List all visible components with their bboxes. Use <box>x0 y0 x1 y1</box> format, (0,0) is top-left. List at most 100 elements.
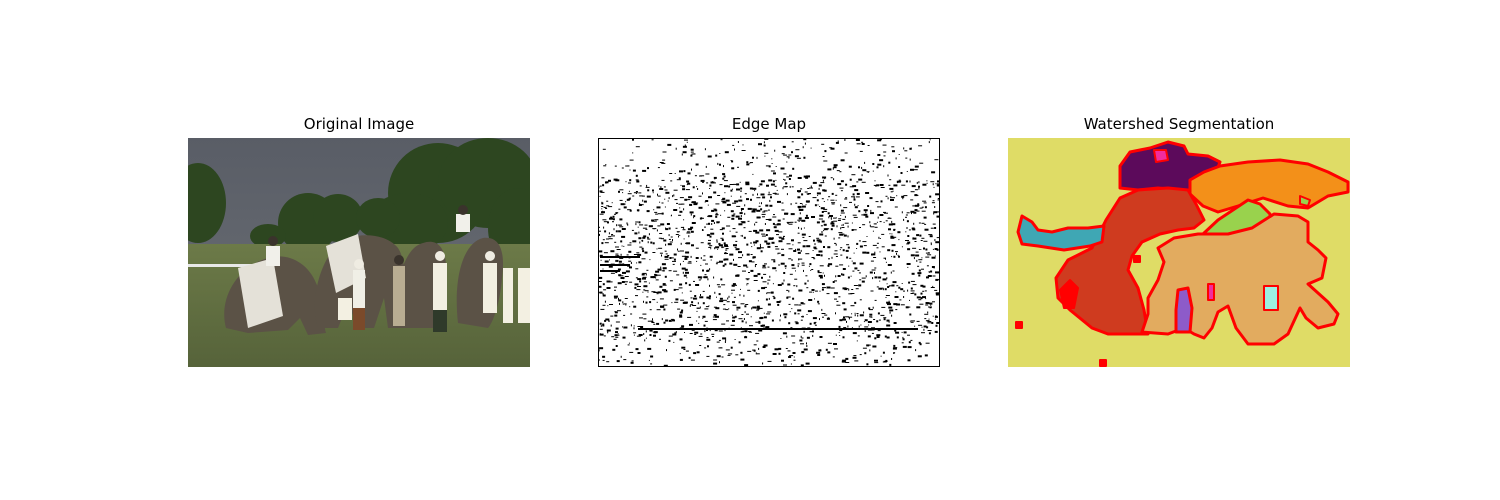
edge-pixel <box>851 196 855 198</box>
edge-pixel <box>832 167 834 170</box>
edge-pixel <box>927 330 932 331</box>
edge-pixel <box>872 230 874 232</box>
edge-pixel <box>618 190 620 193</box>
edge-pixel <box>680 250 684 252</box>
edge-pixel <box>774 224 779 226</box>
edge-pixel <box>663 308 666 311</box>
edge-pixel <box>825 228 830 230</box>
edge-pixel <box>764 240 768 243</box>
edge-pixel <box>663 304 668 306</box>
edge-pixel <box>835 334 837 336</box>
edge-pixel <box>625 304 627 306</box>
edge-pixel <box>669 257 672 259</box>
edge-pixel <box>830 222 835 225</box>
edge-pixel <box>666 349 667 352</box>
edge-pixel <box>721 227 725 230</box>
edge-pixel <box>893 303 898 306</box>
edge-pixel <box>651 219 655 222</box>
edge-pixel <box>732 235 737 237</box>
edge-pixel <box>819 349 821 352</box>
edge-pixel <box>910 339 913 341</box>
edge-pixel <box>635 268 639 270</box>
edge-pixel <box>677 248 678 251</box>
edge-pixel <box>702 276 707 278</box>
edge-pixel <box>933 186 935 188</box>
edge-pixel <box>721 199 725 201</box>
edge-pixel <box>897 254 899 256</box>
edge-pixel <box>713 191 717 194</box>
edge-pixel <box>663 321 666 324</box>
edge-pixel <box>752 208 757 211</box>
edge-pixel <box>919 261 922 263</box>
edge-pixel <box>662 237 664 239</box>
edge-pixel <box>853 196 855 199</box>
edge-pixel <box>912 284 917 286</box>
edge-pixel <box>905 214 908 216</box>
edge-pixel <box>662 267 667 270</box>
edge-pixel <box>621 167 624 169</box>
edge-pixel <box>599 226 600 228</box>
edge-pixel <box>752 193 754 196</box>
edge-pixel <box>645 301 648 304</box>
edge-pixel <box>716 221 720 224</box>
edge-pixel <box>911 320 915 322</box>
edge-pixel <box>690 151 694 153</box>
edge-pixel <box>833 220 838 222</box>
edge-pixel <box>606 361 610 363</box>
edge-pixel <box>930 287 935 288</box>
edge-pixel <box>807 327 811 329</box>
edge-pixel <box>821 283 825 286</box>
edge-pixel <box>744 311 746 314</box>
edge-pixel <box>656 248 658 250</box>
edge-pixel <box>688 356 691 359</box>
edge-pixel <box>678 235 679 238</box>
edge-pixel <box>877 330 881 332</box>
edge-pixel <box>721 284 726 286</box>
edge-pixel <box>752 256 756 259</box>
edge-pixel <box>827 342 832 344</box>
edge-pixel <box>890 196 892 198</box>
edge-pixel <box>788 154 792 156</box>
edge-pixel <box>624 283 627 285</box>
edge-pixel <box>732 319 735 322</box>
edge-pixel <box>867 145 870 146</box>
edge-pixel <box>839 264 844 266</box>
edge-pixel <box>656 206 661 209</box>
edge-pixel <box>840 227 842 230</box>
edge-pixel <box>819 290 821 292</box>
edge-pixel <box>827 246 831 249</box>
edge-pixel <box>846 244 850 246</box>
edge-pixel <box>730 195 732 197</box>
edge-pixel <box>671 302 673 304</box>
edge-pixel <box>718 339 721 341</box>
edge-pixel <box>705 263 708 265</box>
edge-pixel <box>661 254 662 257</box>
edge-pixel <box>909 313 912 316</box>
edge-pixel <box>926 182 928 184</box>
edge-pixel <box>716 284 720 286</box>
edge-pixel <box>665 228 669 231</box>
edge-pixel <box>879 238 881 239</box>
edge-pixel <box>615 253 619 255</box>
edge-pixel <box>637 253 642 256</box>
edge-pixel <box>912 237 914 240</box>
edge-pixel <box>782 187 784 190</box>
edge-pixel <box>902 197 904 200</box>
edge-pixel <box>753 280 758 281</box>
edge-pixel <box>819 265 824 267</box>
edge-pixel <box>916 210 920 212</box>
edge-pixel <box>935 318 937 320</box>
edge-pixel <box>628 250 632 253</box>
edge-pixel <box>709 188 711 189</box>
edge-pixel <box>759 247 761 249</box>
edge-pixel <box>909 158 911 161</box>
edge-pixel <box>611 234 614 235</box>
edge-pixel <box>914 241 917 242</box>
edge-pixel <box>614 334 618 337</box>
edge-pixel <box>690 255 692 258</box>
edge-pixel <box>630 262 632 264</box>
edge-pixel <box>647 238 651 240</box>
edge-pixel <box>774 348 779 351</box>
edge-pixel <box>803 175 807 178</box>
edge-pixel <box>679 353 681 355</box>
